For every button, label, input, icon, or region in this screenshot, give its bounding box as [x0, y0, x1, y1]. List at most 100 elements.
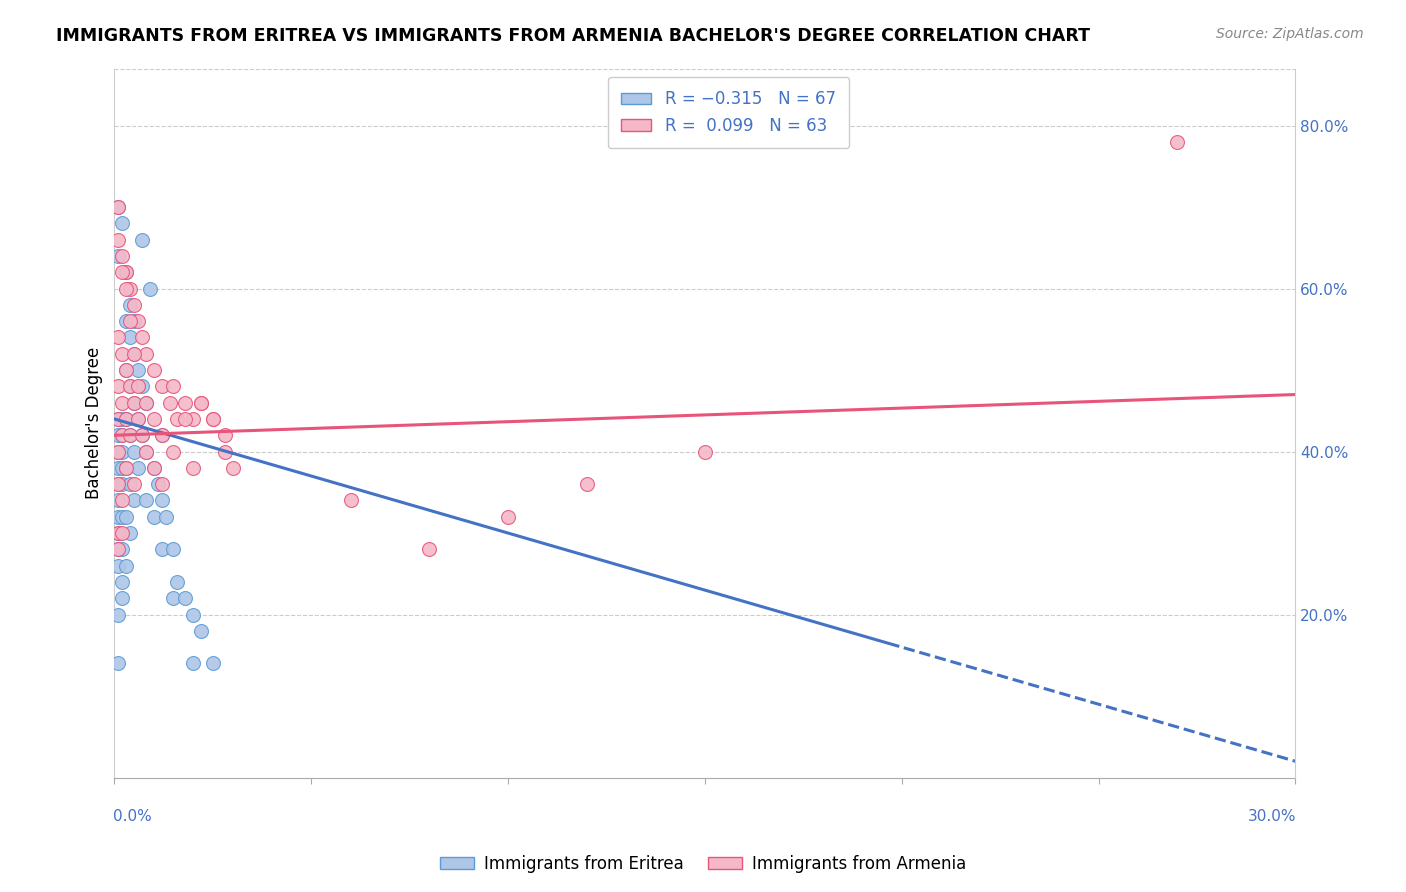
Point — [150, 477, 173, 491]
Point — [120, 330, 142, 344]
Point — [111, 249, 134, 263]
Point — [150, 428, 173, 442]
Point — [139, 282, 162, 296]
Point — [135, 444, 157, 458]
Point — [111, 428, 134, 442]
Point — [107, 233, 129, 247]
Point — [107, 444, 129, 458]
Point — [107, 526, 129, 541]
Point — [115, 509, 138, 524]
Point — [122, 395, 145, 409]
Point — [111, 444, 134, 458]
Point — [107, 526, 129, 541]
Point — [418, 542, 440, 557]
Point — [120, 282, 142, 296]
Point — [107, 657, 129, 671]
Point — [162, 444, 184, 458]
Point — [127, 363, 149, 377]
Point — [150, 493, 173, 508]
Point — [107, 477, 129, 491]
Point — [122, 347, 145, 361]
Point — [120, 314, 142, 328]
Point — [150, 428, 173, 442]
Point — [181, 607, 204, 622]
Point — [166, 574, 188, 589]
Point — [115, 363, 138, 377]
Point — [115, 363, 138, 377]
Point — [115, 558, 138, 573]
Point — [115, 314, 138, 328]
Point — [135, 493, 157, 508]
Point — [111, 526, 134, 541]
Point — [107, 412, 129, 426]
Point — [107, 249, 129, 263]
Legend: R = −0.315   N = 67, R =  0.099   N = 63: R = −0.315 N = 67, R = 0.099 N = 63 — [607, 77, 849, 148]
Point — [107, 477, 129, 491]
Point — [111, 477, 134, 491]
Point — [127, 314, 149, 328]
Point — [115, 461, 138, 475]
Point — [214, 444, 236, 458]
Point — [693, 444, 716, 458]
Point — [131, 233, 153, 247]
Point — [120, 526, 142, 541]
Point — [174, 395, 197, 409]
Point — [120, 298, 142, 312]
Point — [111, 574, 134, 589]
Point — [135, 395, 157, 409]
Point — [120, 379, 142, 393]
Point — [142, 509, 165, 524]
Point — [122, 347, 145, 361]
Point — [142, 461, 165, 475]
Point — [111, 509, 134, 524]
Point — [115, 265, 138, 279]
Point — [181, 657, 204, 671]
Point — [107, 200, 129, 214]
Point — [122, 298, 145, 312]
Point — [107, 558, 129, 573]
Text: 0.0%: 0.0% — [114, 809, 152, 824]
Point — [131, 379, 153, 393]
Point — [142, 461, 165, 475]
Point — [142, 363, 165, 377]
Point — [115, 282, 138, 296]
Legend: Immigrants from Eritrea, Immigrants from Armenia: Immigrants from Eritrea, Immigrants from… — [433, 848, 973, 880]
Point — [127, 461, 149, 475]
Point — [111, 461, 134, 475]
Point — [111, 493, 134, 508]
Point — [135, 444, 157, 458]
Point — [575, 477, 598, 491]
Point — [120, 428, 142, 442]
Point — [190, 395, 212, 409]
Point — [131, 428, 153, 442]
Point — [111, 216, 134, 230]
Point — [115, 265, 138, 279]
Text: IMMIGRANTS FROM ERITREA VS IMMIGRANTS FROM ARMENIA BACHELOR'S DEGREE CORRELATION: IMMIGRANTS FROM ERITREA VS IMMIGRANTS FR… — [56, 27, 1090, 45]
Point — [122, 395, 145, 409]
Point — [201, 657, 224, 671]
Point — [111, 428, 134, 442]
Y-axis label: Bachelor's Degree: Bachelor's Degree — [86, 347, 103, 500]
Point — [174, 412, 197, 426]
Point — [162, 542, 184, 557]
Point — [111, 347, 134, 361]
Point — [150, 379, 173, 393]
Point — [162, 379, 184, 393]
Point — [115, 412, 138, 426]
Point — [159, 395, 181, 409]
Point — [111, 542, 134, 557]
Point — [201, 412, 224, 426]
Point — [135, 395, 157, 409]
Point — [174, 591, 197, 606]
Point — [127, 412, 149, 426]
Point — [135, 347, 157, 361]
Point — [127, 412, 149, 426]
Point — [115, 461, 138, 475]
Point — [162, 591, 184, 606]
Point — [120, 428, 142, 442]
Point — [127, 379, 149, 393]
Point — [107, 412, 129, 426]
Text: Source: ZipAtlas.com: Source: ZipAtlas.com — [1216, 27, 1364, 41]
Point — [107, 379, 129, 393]
Point — [339, 493, 361, 508]
